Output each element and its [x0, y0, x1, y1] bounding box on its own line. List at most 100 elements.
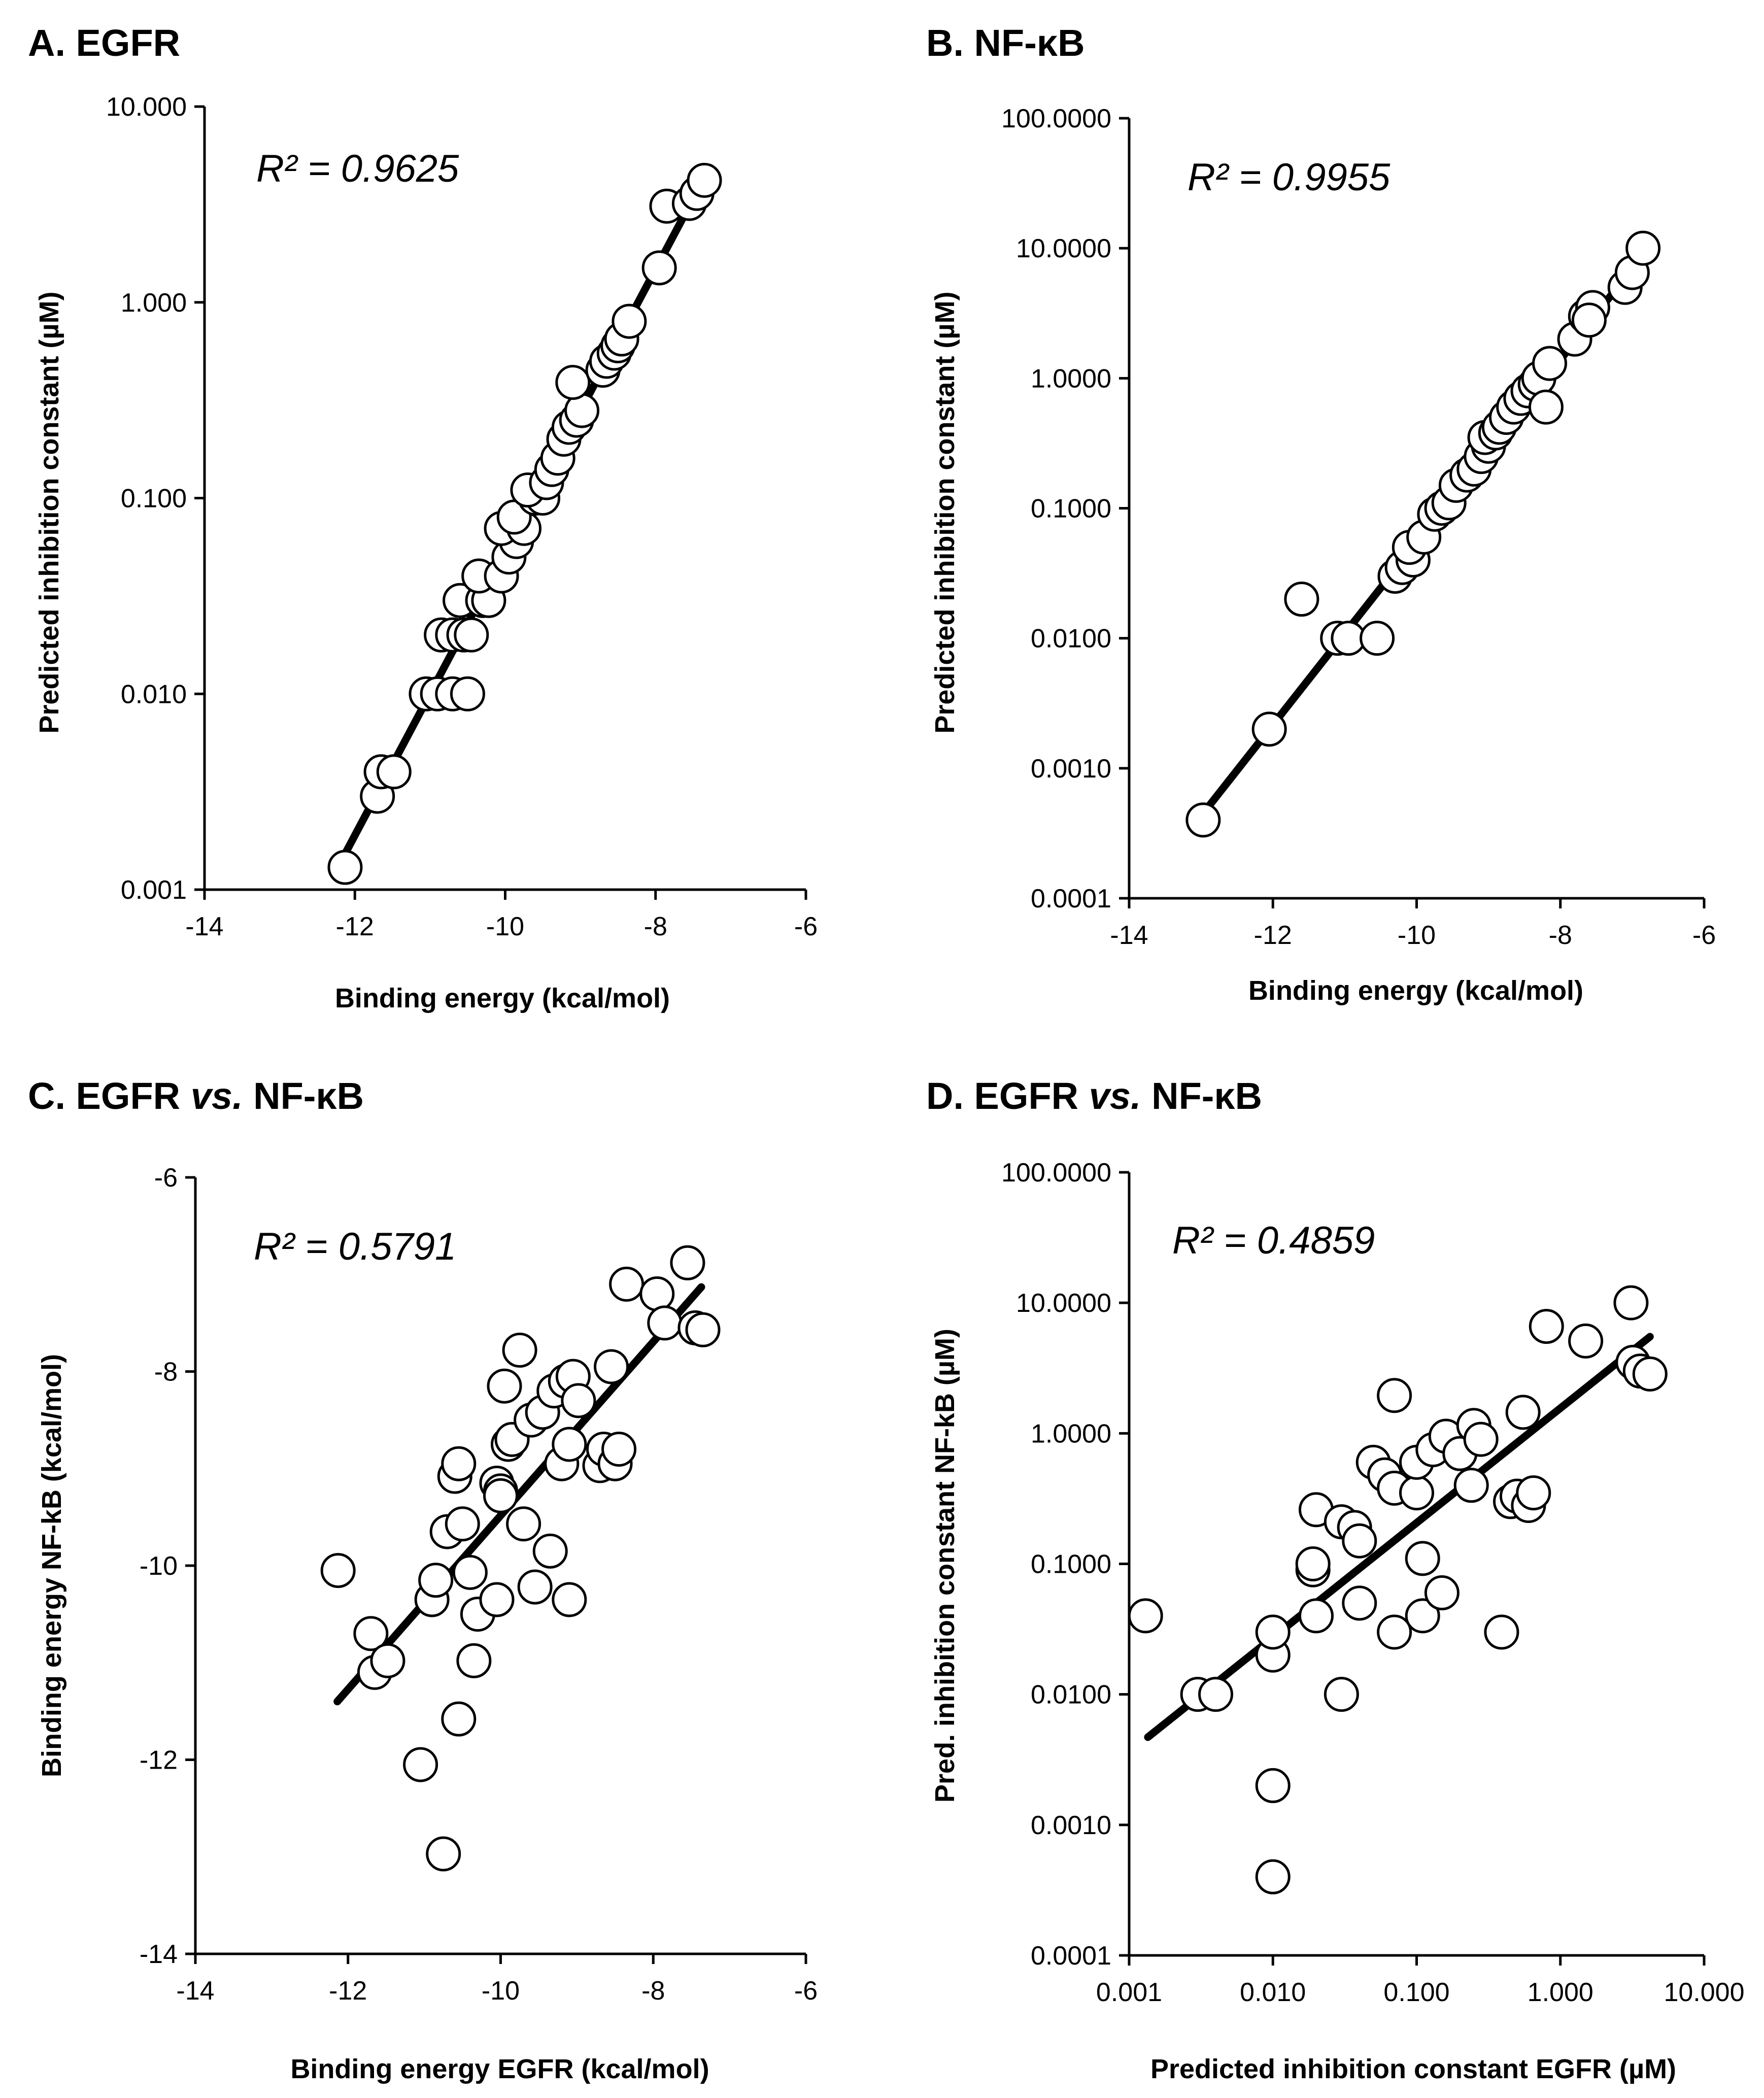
panel-b-label: B. NF-κB: [926, 22, 1085, 64]
panel-d-label-post: NF-κB: [1141, 1075, 1263, 1117]
panel-d-data-point: [1377, 1614, 1412, 1650]
panel-d-x-tick-label: 0.001: [1096, 1978, 1162, 2007]
panel-b-data-point: [1185, 802, 1221, 838]
panel-b-y-tick-label: 10.0000: [1016, 234, 1111, 263]
panel-d-data-point: [1198, 1677, 1234, 1712]
panel-b-xlabel: Binding energy (kcal/mol): [1248, 975, 1583, 1006]
panel-d-y-tick-label: 0.0010: [1031, 1811, 1111, 1840]
panel-b-data-point: [1360, 621, 1395, 656]
panel-c-x-tick-label: -10: [482, 1976, 520, 2006]
panel-c-data-point: [647, 1305, 683, 1341]
panel-b-x-tick-label: -12: [1254, 921, 1292, 950]
panel-c-y-tick-label: -6: [154, 1163, 178, 1193]
panel-a-data-point: [454, 617, 489, 653]
panel-c-data-point: [670, 1245, 705, 1280]
panel-c-label-pre: C. EGFR: [28, 1075, 191, 1117]
panel-d-x-tick-label: 10.000: [1664, 1978, 1744, 2007]
panel-c-label: C. EGFR vs. NF-κB: [28, 1075, 364, 1117]
panel-d-data-point: [1342, 1523, 1377, 1559]
panel-c-y-tick-label: -10: [140, 1551, 178, 1581]
panel-d-data-point: [1405, 1541, 1440, 1576]
panel-a-ylabel: Predicted inhibition constant (µM): [34, 291, 64, 733]
panel-c-r2: R² = 0.5791: [254, 1225, 456, 1268]
panel-c-x-tick-label: -6: [794, 1976, 818, 2006]
panel-c-data-point: [552, 1427, 587, 1462]
panel-a: A. EGFR R² = 0.9625 Binding energy (kcal…: [28, 22, 818, 1013]
panel-c-data-point: [403, 1747, 438, 1782]
panel-d-data-point: [1255, 1768, 1291, 1803]
panel-d-trendline: [1144, 1333, 1654, 1741]
panel-d-ylabel: Pred. inhibition constant NF-kB (µM): [930, 1329, 960, 1803]
panel-c-x-tick-label: -8: [641, 1976, 665, 2006]
panel-c-data-point: [370, 1643, 405, 1678]
panel-a-x-tick-label: -12: [336, 912, 374, 941]
panel-d-data-point: [1295, 1546, 1331, 1581]
panel-c-data-point: [445, 1506, 480, 1542]
panel-d-data-point: [1255, 1614, 1291, 1650]
panel-c-data-point: [502, 1332, 537, 1368]
panel-c-data-point: [532, 1533, 568, 1569]
panel-b-x-tick-label: -8: [1549, 921, 1572, 950]
panel-d-data-point: [1516, 1475, 1551, 1511]
panel-b-y-tick-label: 100.0000: [1001, 104, 1111, 133]
panel-b-data-point: [1625, 230, 1661, 266]
panel-c-label-post: NF-κB: [243, 1075, 364, 1117]
panel-a-label: A. EGFR: [28, 22, 180, 64]
panel-d-data-point: [1505, 1395, 1541, 1430]
panel-d-data-point: [1484, 1614, 1519, 1650]
panel-a-y-tick-label: 10.000: [106, 92, 187, 122]
panel-b-data-point: [1284, 582, 1319, 617]
panel-d-data-point: [1399, 1475, 1434, 1511]
panel-c-data-point: [441, 1701, 477, 1737]
panel-c-data-point: [452, 1554, 488, 1590]
panel-d-x-tick-label: 0.010: [1240, 1978, 1306, 2007]
panel-b-y-tick-label: 1.0000: [1031, 364, 1111, 393]
panel-a-x-tick-label: -6: [794, 912, 818, 941]
panel-b-x-tick-label: -10: [1398, 921, 1436, 950]
panel-d-xlabel: Predicted inhibition constant EGFR (µM): [1150, 2054, 1676, 2084]
panel-b-ylabel: Predicted inhibition constant (µM): [930, 291, 960, 733]
panel-a-x-tick-label: -14: [185, 912, 223, 941]
panel-c-data-point: [353, 1616, 389, 1651]
panel-c-trendline: [333, 1283, 705, 1706]
panel-d-data-point: [1568, 1323, 1604, 1359]
panel-d-y-tick-label: 0.0100: [1031, 1680, 1111, 1710]
panel-d-y-tick-label: 100.0000: [1001, 1158, 1111, 1188]
panel-c-data-point: [320, 1553, 356, 1588]
panel-c-y-tick-label: -12: [140, 1746, 178, 1775]
panel-d-data-point: [1342, 1585, 1377, 1621]
panel-d-label-pre: D. EGFR: [926, 1075, 1089, 1117]
panel-d-x-tick-label: 0.100: [1383, 1978, 1449, 2007]
panel-b-data-point: [1528, 389, 1564, 425]
panel-c: C. EGFR vs. NF-κB R² = 0.5791 Binding en…: [28, 1075, 818, 2084]
panel-a-y-tick-label: 0.001: [121, 875, 187, 905]
panel-c-data-point: [418, 1563, 454, 1598]
panel-b-y-tick-label: 0.0100: [1031, 624, 1111, 654]
panel-d-data-point: [1405, 1598, 1440, 1634]
panel-c-data-point: [639, 1276, 675, 1311]
panel-c-data-point: [487, 1368, 522, 1404]
panel-b-x-tick-label: -14: [1110, 921, 1148, 950]
panel-b-data-point: [1251, 712, 1287, 747]
panel-d-y-tick-label: 10.0000: [1016, 1289, 1111, 1318]
panel-d-data-point: [1377, 1378, 1412, 1413]
panel-d-y-tick-label: 0.0001: [1031, 1941, 1111, 1971]
panel-d-data-point: [1255, 1859, 1291, 1894]
panel-d-y-tick-label: 0.1000: [1031, 1550, 1111, 1579]
panel-c-data-point: [426, 1836, 461, 1872]
panel-a-data-point: [450, 676, 485, 712]
panel-c-ylabel: Binding energy NF-kB (kcal/mol): [37, 1354, 67, 1777]
panel-d-data-point: [1324, 1677, 1359, 1712]
panel-a-data-point: [641, 250, 677, 286]
panel-d-data-point: [1613, 1285, 1649, 1321]
panel-a-r2: R² = 0.9625: [256, 147, 459, 190]
panel-c-data-point: [609, 1266, 644, 1302]
panel-a-data-point: [687, 162, 722, 198]
panel-a-data-point: [327, 850, 363, 885]
panel-b-data-point: [1532, 346, 1568, 381]
panel-b-y-tick-label: 0.0001: [1031, 884, 1111, 913]
panel-d-data-point: [1632, 1356, 1668, 1392]
panel-d: D. EGFR vs. NF-κB R² = 0.4859 Predicted …: [926, 1075, 1745, 2084]
